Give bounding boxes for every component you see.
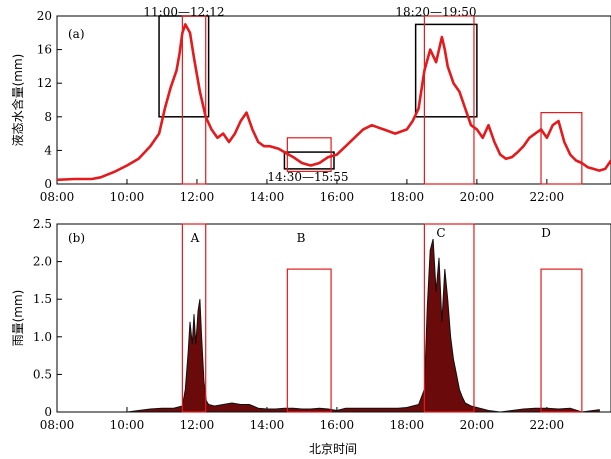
panel-a-label: (a)	[68, 27, 85, 41]
a-ytick-label: 4	[44, 143, 52, 157]
panel-b-xticks: 08:00 10:00 12:00 14:00 16:00 18:00 20:00 22:00	[40, 407, 564, 432]
a-ytick-label: 12	[37, 76, 52, 90]
red-event-box	[423, 223, 475, 413]
b-xtick-label: 08:00	[40, 418, 75, 432]
red-event-box	[181, 223, 207, 413]
b-xtick-label: 10:00	[110, 418, 145, 432]
black-period-box	[283, 151, 335, 170]
a-ytick-label: 16	[37, 43, 52, 57]
a-xtick-label: 08:00	[40, 190, 75, 204]
panel-a-highlight-boxes	[158, 15, 583, 185]
b-ytick-label: 2.5	[33, 217, 52, 231]
red-period-box	[181, 15, 207, 185]
event-label-c: C	[436, 226, 445, 240]
red-period-box	[423, 15, 475, 185]
b-ytick-label: 1.0	[33, 330, 52, 344]
annotation-period-2: 14:30—15:55	[267, 170, 348, 184]
a-ytick-label: 8	[44, 110, 52, 124]
a-xtick-label: 22:00	[530, 190, 565, 204]
annotation-period-1: 11:00—12:12	[143, 5, 224, 19]
b-xtick-label: 16:00	[320, 418, 355, 432]
a-xtick-label: 12:00	[180, 190, 215, 204]
panel-b-highlight-boxes	[181, 223, 583, 413]
b-ytick-label: 0.5	[33, 367, 52, 381]
b-xtick-label: 12:00	[180, 418, 215, 432]
panel-a-series	[56, 23, 611, 182]
b-xtick-label: 22:00	[530, 418, 565, 432]
panel-a: (a) 液态水含量(mm) 0 4 8 12 16 20 08:00 10:00 12:00 1…	[10, 5, 611, 204]
red-event-box	[540, 268, 583, 413]
event-label-d: D	[541, 226, 551, 240]
annotation-period-3: 18:20—19:50	[395, 5, 476, 19]
panel-b-frame	[56, 223, 611, 413]
b-xtick-label: 18:00	[390, 418, 425, 432]
a-xtick-label: 14:00	[250, 190, 285, 204]
a-xtick-label: 20:00	[460, 190, 495, 204]
panel-b-series	[126, 238, 600, 413]
a-ytick-label: 0	[44, 177, 52, 191]
panel-a-yticks: 0 4 8 12 16 20	[37, 9, 62, 191]
a-xtick-label: 10:00	[110, 190, 145, 204]
b-ytick-label: 1.5	[33, 292, 52, 306]
panel-b-xlabel: 北京时间	[309, 442, 357, 456]
a-ytick-label: 20	[37, 9, 52, 23]
red-event-box	[286, 268, 332, 413]
liquid-water-line	[56, 23, 611, 182]
red-period-box	[540, 111, 583, 185]
rainfall-area	[126, 238, 600, 413]
panel-a-frame	[56, 15, 611, 185]
b-ytick-label: 0	[44, 405, 52, 419]
panel-b-yticks: 0 0.5 1.0 1.5 2.0 2.5	[33, 217, 62, 419]
b-xtick-label: 14:00	[250, 418, 285, 432]
b-xtick-label: 20:00	[460, 418, 495, 432]
panel-a-xticks: 08:00 10:00 12:00 14:00 16:00 18:00 20:00 22:00	[40, 179, 564, 204]
a-xtick-label: 16:00	[320, 190, 355, 204]
panel-b-ylabel: 雨量(mm)	[11, 290, 25, 347]
panel-b: (b) 雨量(mm) 0 0.5 1.0 1.5 2.0 2.5 08:00 10:00 12…	[11, 217, 611, 456]
a-xtick-label: 18:00	[390, 190, 425, 204]
event-label-b: B	[297, 231, 306, 245]
event-label-a: A	[190, 231, 200, 245]
panel-b-label: (b)	[68, 231, 85, 245]
b-ytick-label: 2.0	[33, 255, 52, 269]
black-period-box	[414, 23, 478, 118]
panel-a-ylabel: 液态水含量(mm)	[10, 54, 25, 147]
